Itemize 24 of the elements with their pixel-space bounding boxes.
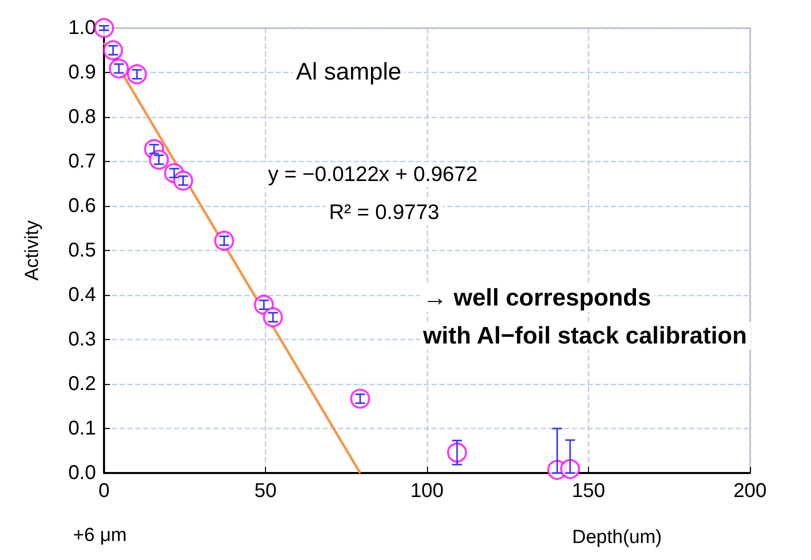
text: +6 μm xyxy=(73,525,127,546)
annotation: y = −0.0122x + 0.9672 xyxy=(268,163,478,186)
annotation: → well corresponds xyxy=(423,284,652,312)
x-tick-label: 200 xyxy=(733,480,767,502)
y-tick-label: 0.4 xyxy=(68,284,96,306)
x-tick-label: 0 xyxy=(98,480,110,502)
x-axis-title: Depth(um) xyxy=(572,527,662,548)
y-tick-label: 0.5 xyxy=(68,240,96,262)
y-tick-label: 0.8 xyxy=(68,106,96,128)
y-tick-label: 0.1 xyxy=(68,418,96,440)
x-tick-label: 100 xyxy=(410,480,444,502)
y-tick-label: 0.7 xyxy=(68,150,96,172)
annotation: with Al−foil stack calibration xyxy=(422,322,747,350)
y-axis-title: Activity xyxy=(22,220,43,281)
annotation: R² = 0.9773 xyxy=(329,201,440,224)
y-tick-label: 0.2 xyxy=(68,373,96,395)
y-tick-label: 0.0 xyxy=(68,462,96,484)
annotation: Al sample xyxy=(296,58,402,86)
x-tick-label: 150 xyxy=(572,480,606,502)
x-tick-label: 50 xyxy=(254,480,277,502)
y-tick-label: 0.9 xyxy=(68,62,96,84)
y-tick-label: 0.6 xyxy=(68,195,96,217)
y-tick-label: 0.3 xyxy=(68,328,96,350)
point xyxy=(94,18,114,38)
